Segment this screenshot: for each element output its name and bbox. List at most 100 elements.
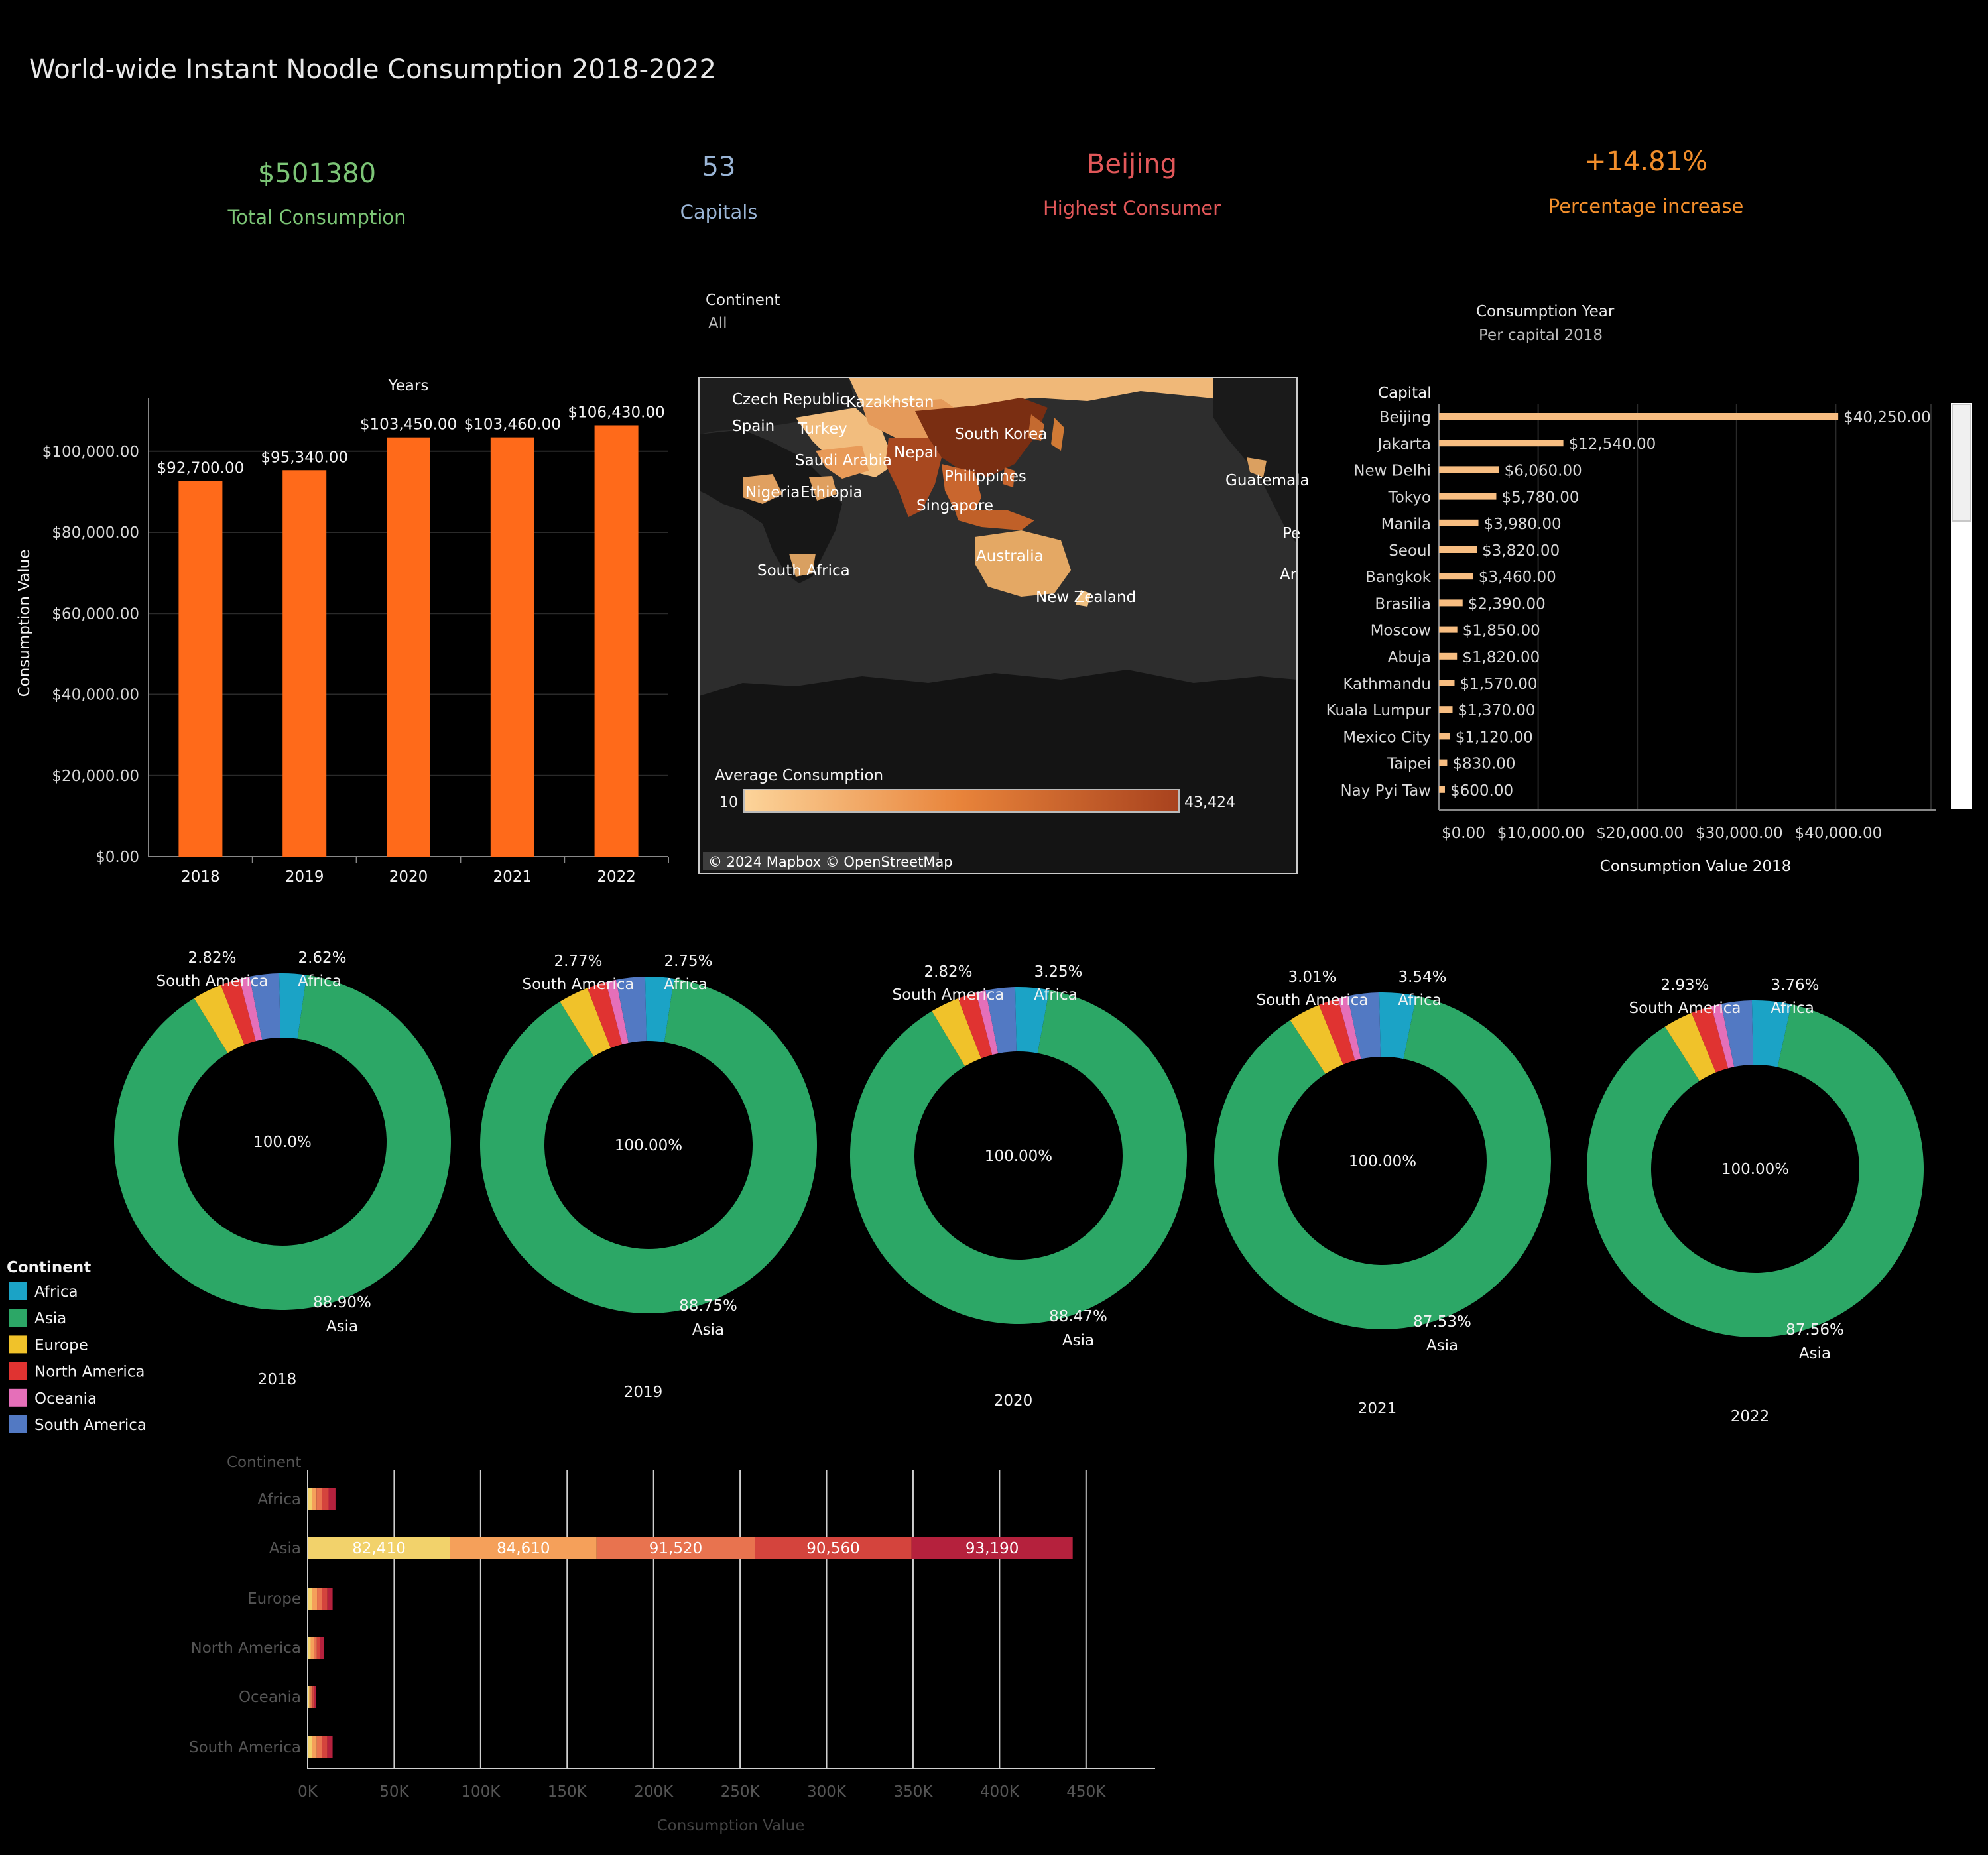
y-tick-label: $0.00 — [95, 849, 139, 866]
asia-name-label: Asia — [692, 1321, 724, 1339]
x-axis-label: Consumption Value — [657, 1817, 805, 1834]
map-label: South Africa — [757, 562, 850, 579]
donut-slice — [194, 985, 245, 1053]
donut-slice — [249, 973, 280, 1040]
land-north-asia — [849, 377, 1297, 411]
stacked-segment — [310, 1686, 313, 1708]
capital-label: Nay Pyi Taw — [1340, 782, 1431, 800]
continent-share-donuts: 100.0% 2.62% Africa 2.82% South America 88.90… — [113, 949, 1924, 1425]
land-china — [915, 398, 1048, 477]
stacked-segment — [312, 1588, 318, 1610]
capital-value-label: $5,780.00 — [1501, 489, 1579, 507]
capital-label: Jakarta — [1377, 436, 1431, 453]
x-tick-label: 50K — [379, 1783, 409, 1801]
capital-value-label: $40,250.00 — [1843, 409, 1931, 426]
donut-slice — [849, 990, 1187, 1324]
bar-value-label: $103,460.00 — [464, 416, 561, 434]
stacked-segment — [320, 1637, 324, 1659]
stacked-segment — [911, 1537, 1073, 1559]
south-america-share-label: 2.82% — [188, 949, 236, 967]
legend-label: Oceania — [34, 1390, 97, 1407]
legend-label: Europe — [34, 1337, 88, 1354]
stacked-segment — [308, 1588, 312, 1610]
stacked-segment — [322, 1736, 328, 1758]
map-label: Singapore — [916, 497, 993, 514]
donut-slice — [1711, 1004, 1735, 1069]
donut-slice — [1587, 1004, 1924, 1338]
kpi-increase-value: +14.81% — [1584, 147, 1708, 177]
x-tick-label: $20,000.00 — [1596, 825, 1684, 842]
south-america-name-label: South America — [1256, 992, 1368, 1009]
bar — [490, 437, 534, 857]
x-tick-label: 400K — [980, 1783, 1020, 1801]
continent-filter-value[interactable]: All — [708, 315, 727, 332]
stacked-segment — [312, 1488, 317, 1510]
donut-slice — [1691, 1006, 1729, 1073]
yearly-consumption-bar-chart: Years $0.00 $20,000.00 $40,000.00 $60,000.00… — [16, 377, 669, 886]
x-tick-label: 2022 — [597, 868, 636, 886]
year-filter-value[interactable]: Per capital 2018 — [1479, 327, 1603, 344]
stacked-segment — [327, 1588, 333, 1610]
africa-name-label: Africa — [664, 976, 708, 993]
land-south-africa — [789, 554, 816, 577]
segment-value-label: 82,410 — [352, 1540, 405, 1557]
stacked-segment — [312, 1736, 317, 1758]
asia-share-label: 88.75% — [679, 1297, 737, 1315]
donut-slice — [239, 976, 263, 1042]
capital-bar — [1439, 599, 1463, 607]
y-tick-label: $60,000.00 — [52, 605, 139, 623]
asia-share-label: 87.53% — [1413, 1313, 1471, 1331]
kpi-increase-label: Percentage increase — [1548, 195, 1744, 217]
capital-bar — [1439, 466, 1499, 473]
donut-year-label: 2020 — [994, 1392, 1033, 1409]
legend-label: South America — [34, 1417, 147, 1434]
capital-label: Bangkok — [1365, 569, 1432, 586]
year-filter-label: Consumption Year — [1476, 303, 1615, 320]
stacked-segment — [316, 1488, 322, 1510]
continent-filter[interactable]: Continent All — [706, 292, 780, 332]
donut-slice — [932, 998, 981, 1067]
stacked-segment — [308, 1637, 311, 1659]
capital-value-label: $2,390.00 — [1468, 595, 1546, 613]
asia-name-label: Asia — [1426, 1337, 1458, 1354]
capital-chart-scrollbar[interactable] — [1951, 403, 1972, 809]
africa-share-label: 3.25% — [1034, 963, 1082, 981]
map-legend: Average Consumption 10 43,424 — [715, 767, 1235, 813]
x-tick-label: $30,000.00 — [1696, 825, 1783, 842]
x-tick-label: 0K — [298, 1783, 318, 1801]
continent-label: South America — [189, 1739, 301, 1756]
capital-value-label: $1,570.00 — [1460, 676, 1537, 693]
capital-value-label: $1,120.00 — [1456, 729, 1533, 746]
capital-bar — [1439, 786, 1445, 793]
capital-bar — [1439, 759, 1448, 766]
legend-label: Asia — [34, 1310, 66, 1327]
donut-slice — [975, 990, 999, 1055]
capital-value-label: $3,460.00 — [1479, 569, 1556, 586]
continent-legend: Continent Africa Asia Europe North America Oc… — [7, 1259, 147, 1434]
map-label: Kazakhstan — [846, 394, 934, 411]
south-america-share-label: 2.82% — [924, 963, 972, 981]
stacked-segment — [322, 1588, 328, 1610]
capital-value-label: $1,370.00 — [1458, 702, 1535, 719]
land-indonesia — [955, 510, 1034, 530]
map-frame — [698, 377, 1298, 874]
stacked-segment — [314, 1686, 316, 1708]
bar-value-label: $92,700.00 — [157, 459, 245, 477]
kpi-total-value: $501380 — [258, 158, 376, 189]
x-tick-label: $10,000.00 — [1497, 825, 1585, 842]
south-america-share-label: 2.77% — [554, 953, 602, 970]
south-america-name-label: South America — [892, 987, 1004, 1004]
capital-bar — [1439, 546, 1477, 553]
donut-center-label: 100.00% — [615, 1137, 682, 1154]
continent-axis-title: Continent — [227, 1454, 301, 1471]
x-tick-label: 450K — [1066, 1783, 1106, 1801]
stacked-segment — [755, 1537, 912, 1559]
year-filter[interactable]: Consumption Year Per capital 2018 — [1476, 303, 1615, 344]
donut-year-label: 2019 — [624, 1384, 663, 1401]
segment-value-label: 90,560 — [806, 1540, 859, 1557]
map-label: Ethiopia — [800, 484, 863, 501]
africa-name-label: Africa — [1771, 1000, 1814, 1017]
continent-label: North America — [190, 1640, 301, 1657]
x-tick-label: 200K — [634, 1783, 674, 1801]
